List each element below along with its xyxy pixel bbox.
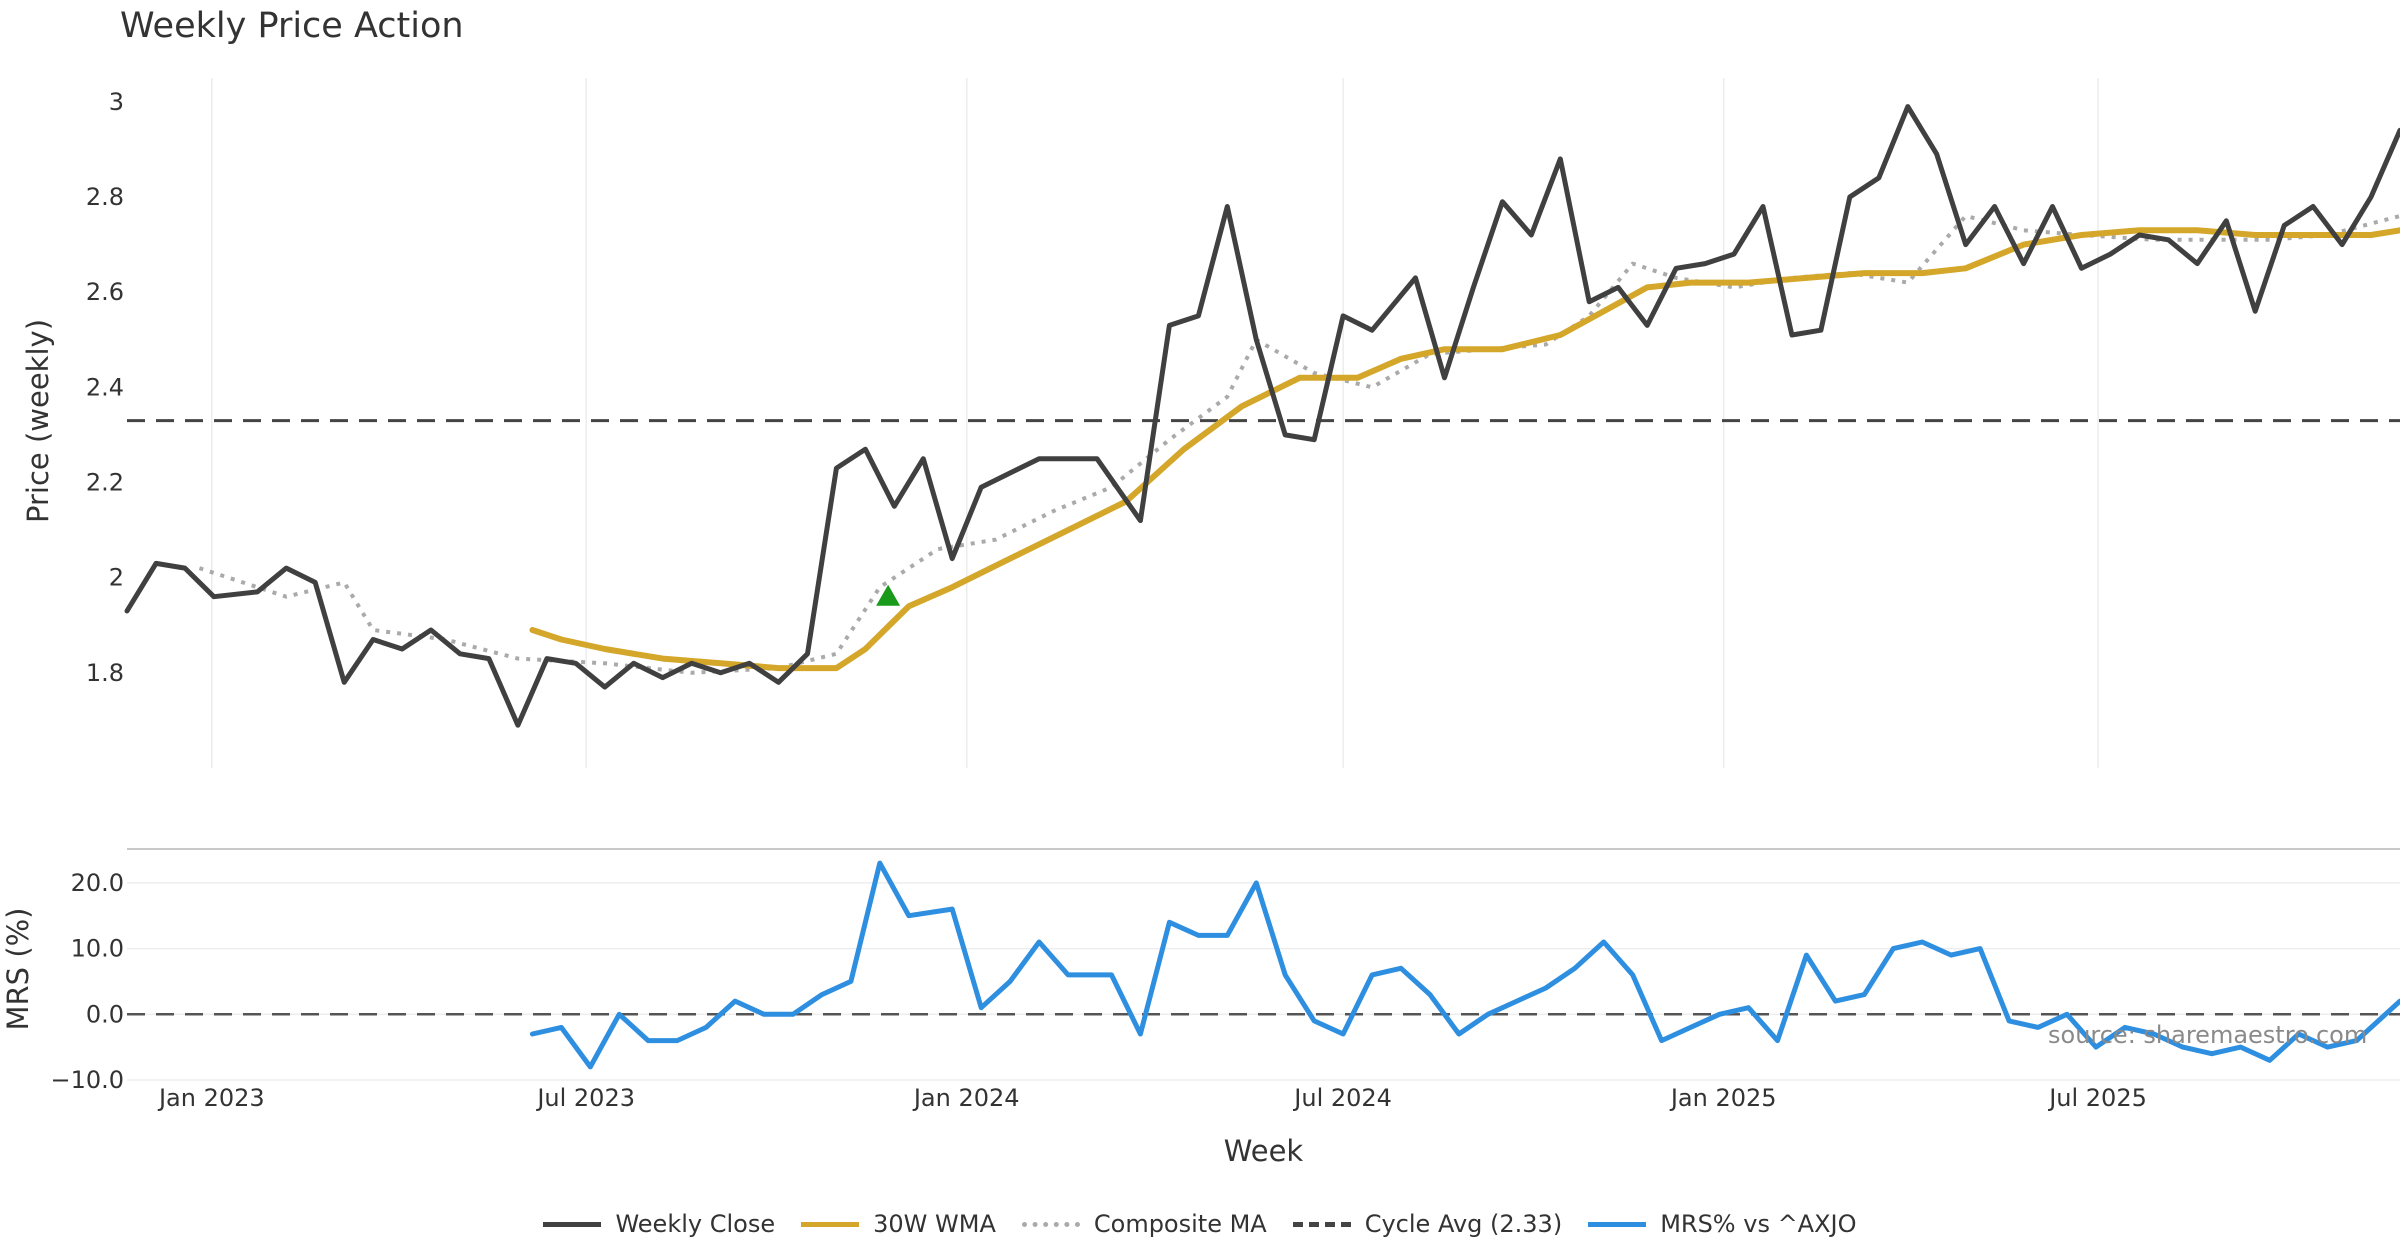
legend-item: Composite MA: [1021, 1210, 1267, 1238]
x-axis-title: Week: [1224, 1134, 1304, 1168]
legend-item: Weekly Close: [543, 1210, 775, 1238]
legend-label: Composite MA: [1093, 1210, 1267, 1238]
30w-wma-line: [529, 227, 2400, 672]
legend-swatch: [1292, 1221, 1351, 1227]
mrs-y-axis-title: MRS (%): [1, 908, 35, 1031]
weekly-close-line: [124, 104, 2400, 728]
price-y-tick-label: 2.2: [86, 468, 124, 496]
price-y-tick-label: 2: [109, 564, 124, 592]
legend-swatch: [1588, 1221, 1647, 1227]
buy-signal-marker: [876, 584, 901, 606]
mrs-y-tick-label: −10.0: [50, 1066, 124, 1094]
x-tick-label: Jan 2025: [1669, 1084, 1777, 1112]
legend-swatch: [801, 1221, 860, 1227]
grid-lines: [127, 78, 2400, 1081]
markers: [876, 584, 901, 606]
x-tick-label: Jan 2023: [157, 1084, 265, 1112]
x-tick-label: Jul 2024: [1292, 1084, 1392, 1112]
legend-swatch: [543, 1221, 602, 1227]
price-y-tick-label: 1.8: [86, 659, 124, 687]
axes: Jan 2023 Jul 2023 Jan 2024 Jul 2024 Jan 2025…: [1, 88, 2147, 1168]
price-y-tick-label: 2.4: [86, 373, 124, 401]
price-y-axis-title: Price (weekly): [21, 319, 55, 523]
mrs-y-tick-label: 10.0: [71, 935, 124, 963]
price-y-tick-label: 2.8: [86, 183, 124, 211]
composite-ma-line: [198, 214, 2400, 675]
legend-label: Cycle Avg (2.33): [1364, 1210, 1563, 1238]
mrs-y-tick-label: 20.0: [71, 869, 124, 897]
mrs-y-tick-label: 0.0: [86, 1000, 124, 1028]
mrs-vs-axjo-line: [529, 860, 2400, 1070]
legend-label: 30W WMA: [873, 1210, 996, 1238]
legend-item: 30W WMA: [801, 1210, 996, 1238]
chart-legend: Weekly Close 30W WMA Composite MA Cycle Avg…: [0, 1210, 2400, 1238]
price-y-tick-label: 2.6: [86, 278, 124, 306]
series-lines: [124, 104, 2400, 1070]
legend-swatch: [1021, 1221, 1080, 1227]
source-note: source: sharemaestro.com: [2048, 1021, 2368, 1049]
legend-label: MRS% vs ^AXJO: [1660, 1210, 1857, 1238]
price-y-tick-label: 3: [109, 88, 124, 116]
legend-label: Weekly Close: [615, 1210, 776, 1238]
x-tick-label: Jul 2025: [2047, 1084, 2147, 1112]
x-tick-label: Jul 2023: [535, 1084, 635, 1112]
reference-lines: [127, 419, 2400, 1016]
legend-item: MRS% vs ^AXJO: [1588, 1210, 1857, 1238]
x-tick-label: Jan 2024: [912, 1084, 1020, 1112]
legend-item: Cycle Avg (2.33): [1292, 1210, 1563, 1238]
chart-title: Weekly Price Action: [120, 6, 464, 46]
